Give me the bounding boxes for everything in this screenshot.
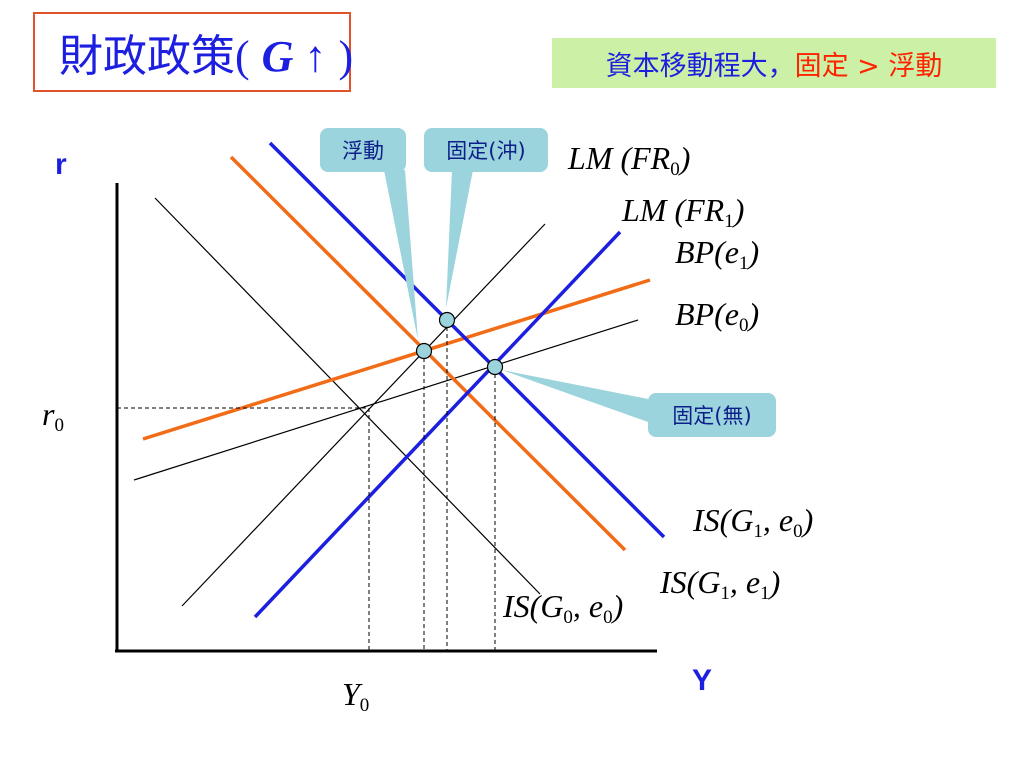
callout-tail-floating <box>384 170 418 340</box>
x-axis-label: Y <box>692 664 713 697</box>
lm0-b: ) <box>679 140 691 176</box>
equilibrium-fixed-unsterilized <box>486 358 504 376</box>
y-axis-label: r <box>55 148 67 181</box>
y0-marker: Y0 <box>342 678 369 715</box>
equilibrium-floating <box>415 342 433 360</box>
lm-fr0-thin-line <box>181 223 546 607</box>
callout-fixed-unsterilized: 固定(無) <box>648 393 776 437</box>
bp1-sub: 1 <box>738 253 749 274</box>
is-g0e0-line <box>154 197 541 595</box>
is-g1e0-sub2: 0 <box>793 521 803 542</box>
is-g1e1-a: IS(G <box>660 564 721 600</box>
bp1-a: BP(e <box>675 234 739 270</box>
y0-sub: 0 <box>359 695 370 716</box>
label-bp-e0: BP(e0) <box>675 298 759 335</box>
label-is-g1e0: IS(G1, e0) <box>693 504 813 541</box>
is-g0e0-b: ) <box>612 588 624 624</box>
title-box: 財政政策(G ↑) <box>33 12 353 92</box>
is-g1e0-sub1: 1 <box>753 521 763 542</box>
r0-marker: r0 <box>42 398 64 435</box>
equilibrium-fixed-sterilized <box>438 311 456 329</box>
label-lm-fr1: LM (FR1) <box>622 194 744 231</box>
callout-tail-fixed-sterilized <box>446 170 473 308</box>
lm1-sub: 1 <box>724 211 734 232</box>
is-g0e0-sub1: 0 <box>563 607 573 628</box>
title-suffix: ) <box>338 32 354 81</box>
is-g0e0-a: IS(G <box>503 588 564 624</box>
is-g1e1-mid: , e <box>729 564 761 600</box>
label-lm-fr0: LM (FR0) <box>568 142 690 179</box>
bp-e0-line <box>133 319 639 481</box>
lm0-a: LM (FR <box>568 140 671 176</box>
title-prefix: 財政政策( <box>59 32 250 81</box>
r0-sub: 0 <box>54 415 64 436</box>
is-g1e1-sub1: 1 <box>720 583 730 604</box>
is-g1e0-a: IS(G <box>693 502 754 538</box>
is-g0e0-sub2: 0 <box>603 607 613 628</box>
label-is-g1e1: IS(G1, e1) <box>660 566 780 603</box>
lm1-b: ) <box>733 192 745 228</box>
dashed-guides <box>117 320 496 650</box>
is-g1e0-line <box>268 141 666 539</box>
lm1-a: LM (FR <box>622 192 725 228</box>
lm-fr1-line <box>253 230 622 619</box>
label-is-g0e0: IS(G0, e0) <box>503 590 623 627</box>
page-title: 財政政策(G ↑) <box>47 20 353 84</box>
bp-e1-line <box>142 278 651 441</box>
is-g1e0-b: ) <box>802 502 814 538</box>
callout-fixed-sterilized: 固定(沖) <box>424 128 548 172</box>
lm0-sub: 0 <box>670 159 680 180</box>
bp0-b: ) <box>748 296 760 332</box>
note-banner: 資本移動程大， 固定 > 浮動 <box>552 38 996 88</box>
y0-main: Y <box>342 676 360 712</box>
bp1-b: ) <box>748 234 760 270</box>
note-text-2: 固定 > 浮動 <box>794 50 943 82</box>
is-g1e1-b: ) <box>769 564 781 600</box>
bp0-a: BP(e <box>675 296 739 332</box>
note-text-1: 資本移動程大， <box>605 50 795 82</box>
callout-floating: 浮動 <box>320 128 406 172</box>
r0-main: r <box>42 396 55 432</box>
label-bp-e1: BP(e1) <box>675 236 759 273</box>
callout-tail-fixed-unsterilized <box>502 370 648 422</box>
bp0-sub: 0 <box>738 315 749 336</box>
is-g1e0-mid: , e <box>762 502 794 538</box>
title-symbol: G ↑ <box>261 32 327 81</box>
is-g1e1-sub2: 1 <box>760 583 770 604</box>
is-g0e0-mid: , e <box>572 588 604 624</box>
